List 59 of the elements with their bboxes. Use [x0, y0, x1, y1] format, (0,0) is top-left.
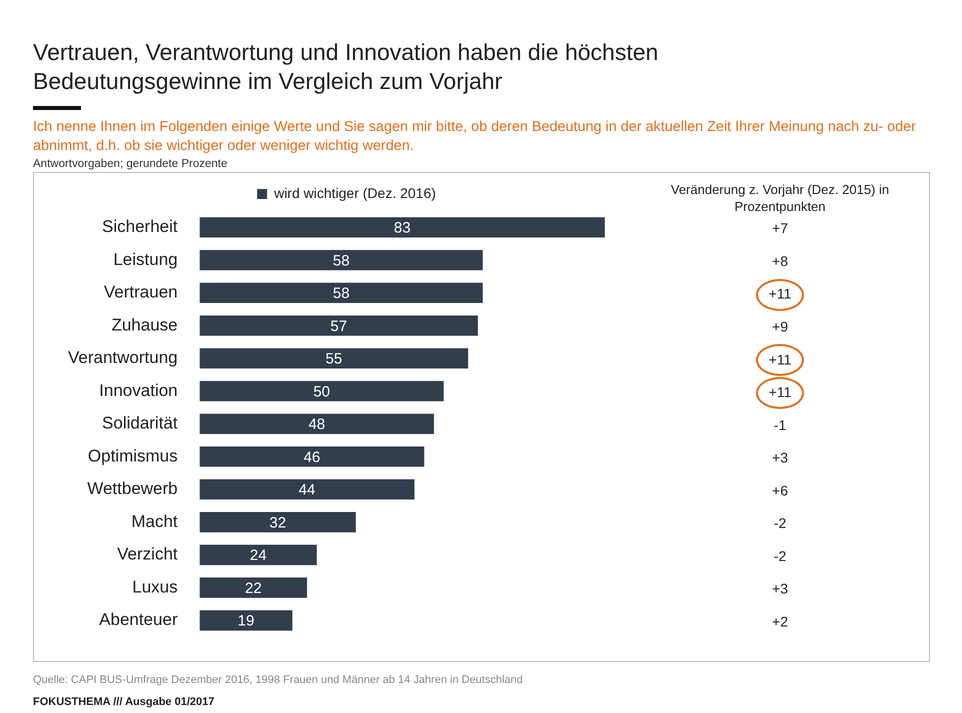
bar	[200, 380, 444, 402]
text: Antwortvorgaben; gerundete Prozente	[33, 158, 228, 170]
y-tick-label: Leistung	[113, 250, 178, 269]
bar	[200, 446, 424, 467]
data-label: 55	[326, 350, 342, 368]
bar	[200, 578, 308, 598]
data-label: 48	[308, 416, 326, 434]
data-label: 50	[313, 383, 330, 400]
data-label: 57	[330, 318, 348, 335]
y-tick-label: Vertrauen	[104, 282, 178, 302]
bar	[200, 610, 292, 631]
bar	[200, 282, 483, 304]
bar	[200, 414, 434, 434]
chart-title: Vertrauen, Verantwortung und Innovation haben die höchsten Bedeutungsgewinne im Vergleich zum Vorjahr	[33, 38, 660, 96]
data-label: 58	[332, 252, 350, 270]
text: +11	[768, 286, 792, 302]
text: -1	[774, 416, 786, 433]
data-label: 58	[332, 285, 350, 302]
text: -2	[774, 548, 786, 564]
bar	[200, 250, 483, 270]
data-label: 32	[269, 514, 286, 532]
data-label: 24	[250, 547, 267, 564]
bar	[200, 348, 468, 369]
data-label: 22	[244, 580, 262, 597]
bar	[200, 217, 605, 238]
source-note: Quelle: CAPI BUS-Umfrage Dezember 2016, 1998 Frauen und Männer ab 14 Jahren in Deutschland	[33, 674, 523, 686]
text: Veränderung z. Vorjahr (Dez. 2015) in Prozentpunkten	[670, 181, 890, 215]
text: +11	[768, 351, 792, 368]
bar	[200, 479, 414, 500]
data-label: 44	[298, 482, 316, 499]
text: +6	[772, 482, 788, 498]
y-tick-label: Macht	[131, 512, 178, 531]
bar	[200, 315, 478, 336]
y-tick-label: Solidarität	[102, 414, 178, 433]
text: +3	[772, 580, 788, 597]
text: +11	[768, 384, 792, 400]
y-tick-label: Wettbewerb	[87, 479, 178, 498]
y-tick-label: Verantwortung	[68, 348, 178, 368]
y-tick-label: Abenteuer	[99, 610, 178, 630]
data-label: 46	[304, 448, 320, 466]
text: +8	[772, 252, 788, 269]
text: FOKUSTHEMA /// Ausgabe 01/2017	[33, 696, 214, 708]
text: -2	[774, 515, 786, 532]
text: +7	[772, 220, 788, 236]
y-tick-label: Zuhause	[111, 315, 178, 334]
bar	[200, 544, 317, 566]
y-tick-label: Verzicht	[117, 544, 178, 564]
chart-subtitle: Ich nenne Ihnen im Folgenden einige Werte und Sie sagen mir bitte, ob deren Bedeutung in der aktuellen Zeit Ihrer Meinung nach zu- oder abnimmt, d.h. ob sie wichtiger oder weniger wichtig werden.	[33, 118, 917, 156]
y-tick-label: Sicherheit	[102, 217, 178, 236]
bar	[200, 512, 356, 532]
legend-label: wird wichtiger (Dez. 2016)	[273, 184, 436, 201]
text: +2	[772, 613, 788, 630]
data-label: 19	[238, 612, 254, 630]
y-tick-label: Optimismus	[88, 446, 178, 466]
y-tick-label: Luxus	[132, 577, 178, 596]
text: +9	[772, 318, 788, 334]
text: +3	[772, 450, 788, 466]
data-label: 83	[394, 220, 411, 237]
y-tick-label: Innovation	[99, 380, 178, 400]
